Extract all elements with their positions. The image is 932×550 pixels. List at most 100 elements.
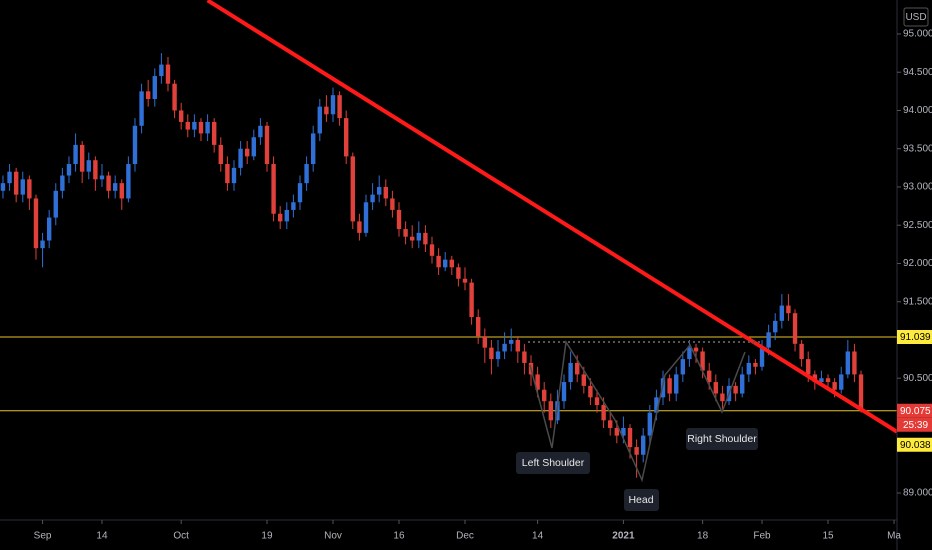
candle-body bbox=[198, 121, 204, 134]
candle-body bbox=[476, 317, 481, 337]
candle-body bbox=[641, 435, 646, 455]
candle-body bbox=[588, 385, 593, 398]
candle-body bbox=[456, 267, 461, 279]
y-tick-label: 90.500 bbox=[903, 373, 932, 384]
candle-body bbox=[436, 255, 441, 268]
candle-body bbox=[27, 179, 32, 199]
candle-body bbox=[825, 378, 831, 383]
candle-body bbox=[773, 320, 778, 333]
candle-body bbox=[759, 347, 765, 367]
candle-body bbox=[542, 389, 547, 402]
candle-body bbox=[396, 209, 402, 230]
candle-body bbox=[165, 64, 171, 84]
y-tick-label: 93.000 bbox=[903, 182, 932, 193]
axis-layer: 95.000 94.500 94.000 93.500 93.000 92.500 92.0… bbox=[34, 29, 932, 542]
price-label: 91.039 bbox=[900, 332, 931, 343]
x-tick-label: 16 bbox=[393, 531, 405, 542]
y-tick-label: 95.000 bbox=[903, 29, 932, 40]
currency: USD bbox=[905, 12, 926, 23]
candle-body bbox=[218, 144, 223, 165]
candle-body bbox=[106, 175, 111, 191]
candle-body bbox=[792, 313, 798, 344]
candle-body bbox=[713, 382, 719, 394]
candle-body bbox=[271, 164, 276, 214]
candle-body bbox=[225, 164, 230, 184]
candle-body bbox=[786, 305, 791, 314]
candle-body bbox=[819, 378, 824, 383]
candle-body bbox=[390, 198, 395, 210]
candle-body bbox=[145, 91, 151, 99]
candle-body bbox=[291, 202, 296, 210]
candle-body bbox=[231, 167, 237, 184]
annotation-text: Right Shoulder bbox=[687, 433, 757, 445]
x-tick-label: Feb bbox=[753, 531, 771, 542]
candle-body bbox=[185, 121, 190, 130]
candle-body bbox=[409, 236, 415, 241]
candle-body bbox=[548, 401, 554, 421]
candle-body bbox=[674, 374, 679, 394]
candle-body bbox=[779, 305, 785, 321]
x-tick-label: 2021 bbox=[612, 531, 635, 542]
candle-body bbox=[581, 374, 587, 386]
candle-body bbox=[192, 121, 197, 130]
candle-body bbox=[370, 194, 375, 203]
trendline bbox=[206, 0, 899, 434]
candle-body bbox=[621, 427, 626, 436]
candle-body bbox=[766, 332, 771, 348]
candle-body bbox=[86, 160, 91, 172]
candle-body bbox=[462, 278, 468, 283]
candle-body bbox=[852, 351, 857, 375]
y-tick-label: 91.500 bbox=[903, 296, 932, 307]
candle-body bbox=[277, 213, 283, 222]
candle-body bbox=[139, 91, 144, 126]
candle-body bbox=[310, 133, 316, 165]
candle-body bbox=[647, 412, 653, 436]
candle-body bbox=[687, 347, 692, 360]
candle-body bbox=[99, 175, 105, 180]
candle-body bbox=[337, 95, 342, 119]
candle-body bbox=[20, 179, 25, 195]
candle-body bbox=[535, 374, 540, 390]
candle-body bbox=[152, 76, 157, 99]
candle-body bbox=[363, 202, 369, 233]
price-label: 90.075 bbox=[900, 406, 931, 417]
annotation-text: Head bbox=[628, 494, 653, 506]
candle-body bbox=[858, 374, 864, 411]
candle-body bbox=[40, 240, 45, 249]
x-tick-label: Nov bbox=[324, 531, 342, 542]
candle-body bbox=[126, 164, 131, 199]
candle-body bbox=[350, 156, 355, 222]
y-tick-label: 94.500 bbox=[903, 67, 932, 78]
y-tick-label: 94.000 bbox=[903, 105, 932, 116]
candle-body bbox=[119, 183, 124, 199]
candle-body bbox=[442, 259, 448, 268]
pattern-outline bbox=[529, 339, 746, 483]
candle-body bbox=[317, 106, 322, 134]
y-tick-label: 92.500 bbox=[903, 220, 932, 231]
candle-body bbox=[244, 148, 250, 157]
candle-body bbox=[700, 351, 705, 371]
candle-body bbox=[753, 362, 758, 367]
price-label: 90.038 bbox=[900, 440, 931, 451]
candle-body bbox=[509, 339, 514, 344]
candle-body bbox=[482, 336, 488, 348]
candle-body bbox=[159, 64, 164, 77]
candle-body bbox=[522, 351, 527, 363]
candle-body bbox=[13, 171, 19, 195]
y-tick-label: 92.000 bbox=[903, 258, 932, 269]
candle-body bbox=[746, 362, 752, 375]
candle-body bbox=[251, 137, 256, 157]
candle-body bbox=[502, 343, 507, 352]
candle-body bbox=[660, 378, 666, 398]
price-label-box bbox=[897, 330, 932, 345]
candle-body bbox=[707, 370, 712, 383]
candle-body bbox=[46, 217, 52, 241]
candle-body bbox=[238, 148, 243, 168]
candle-body bbox=[376, 186, 382, 195]
candle-body bbox=[693, 347, 699, 352]
candle-body bbox=[297, 183, 303, 203]
candle-body bbox=[614, 427, 620, 436]
candle-body bbox=[66, 164, 72, 176]
candle-body bbox=[7, 171, 12, 184]
